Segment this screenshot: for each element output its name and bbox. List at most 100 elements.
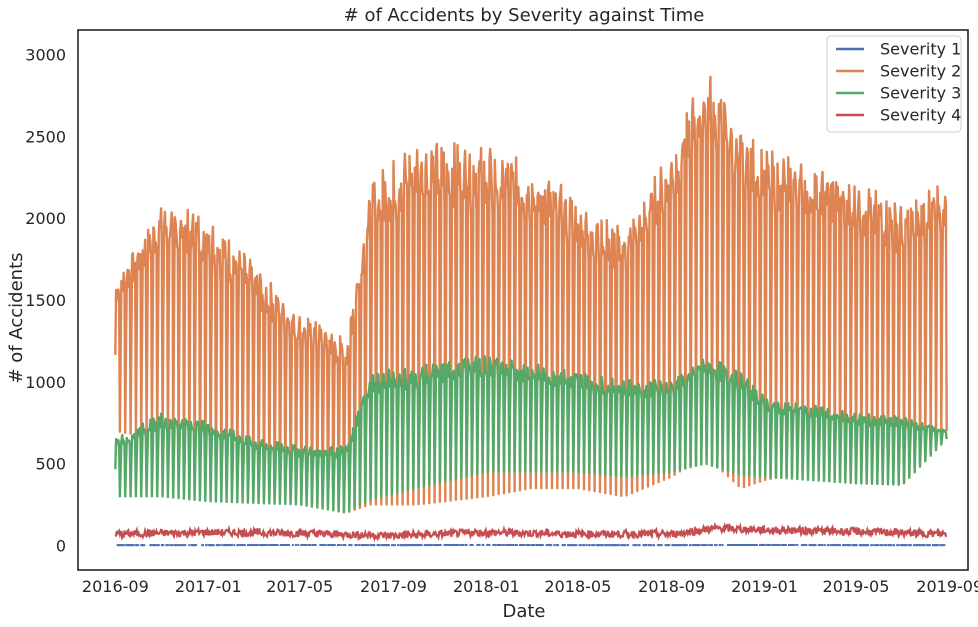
severity-1-point	[912, 544, 915, 547]
severity-1-point	[284, 543, 287, 546]
severity-1-point	[609, 544, 612, 547]
severity-1-point	[645, 544, 648, 547]
severity-1-point	[177, 544, 180, 547]
severity-1-point	[230, 544, 233, 547]
severity-1-point	[411, 544, 414, 547]
severity-1-point	[916, 544, 919, 547]
severity-1-point	[707, 544, 710, 547]
severity-1-point	[541, 544, 544, 547]
y-tick-label: 500	[35, 455, 66, 474]
severity-1-point	[445, 544, 448, 547]
severity-1-point	[314, 543, 317, 546]
severity-1-point	[508, 544, 511, 547]
severity-1-point	[460, 544, 463, 547]
severity-1-point	[455, 544, 458, 547]
severity-1-point	[627, 544, 630, 547]
severity-1-point	[925, 544, 928, 547]
severity-1-point	[879, 544, 882, 547]
severity-1-point	[563, 544, 566, 547]
severity-1-point	[531, 544, 534, 547]
severity-1-point	[752, 543, 755, 546]
severity-1-point	[605, 544, 608, 547]
severity-1-point	[765, 543, 768, 546]
severity-1-point	[135, 544, 138, 547]
severity-1-point	[465, 543, 468, 546]
severity-1-point	[131, 544, 134, 547]
severity-1-point	[530, 544, 533, 547]
severity-1-point	[486, 543, 489, 546]
severity-1-point	[680, 544, 683, 547]
severity-1-point	[448, 544, 451, 547]
severity-1-point	[169, 544, 172, 547]
severity-1-point	[297, 543, 300, 546]
severity-1-point	[155, 544, 158, 547]
severity-1-point	[835, 544, 838, 547]
severity-1-point	[740, 544, 743, 547]
severity-1-point	[502, 543, 505, 546]
severity-1-point	[750, 543, 753, 546]
severity-1-point	[569, 544, 572, 547]
severity-1-point	[890, 544, 893, 547]
legend-label: Severity 3	[880, 84, 961, 103]
severity-1-point	[499, 543, 502, 546]
severity-1-point	[573, 544, 576, 547]
severity-1-point	[227, 544, 230, 547]
series-line-1	[116, 543, 946, 547]
severity-1-point	[778, 543, 781, 546]
severity-1-point	[469, 543, 472, 546]
severity-1-point	[242, 544, 245, 547]
severity-1-point	[719, 544, 722, 547]
severity-1-point	[279, 543, 282, 546]
severity-1-point	[618, 544, 621, 547]
severity-1-point	[176, 544, 179, 547]
severity-1-point	[505, 543, 508, 546]
severity-1-point	[870, 544, 873, 547]
severity-1-point	[428, 544, 431, 547]
severity-1-point	[578, 544, 581, 547]
y-tick-label: 0	[56, 536, 66, 555]
severity-1-point	[373, 544, 376, 547]
severity-1-point	[849, 544, 852, 547]
x-tick-label: 2019-05	[823, 577, 890, 596]
legend-label: Severity 4	[880, 106, 961, 125]
severity-1-point	[419, 544, 422, 547]
severity-1-point	[656, 544, 659, 547]
severity-1-point	[217, 544, 220, 547]
severity-1-point	[660, 544, 663, 547]
severity-1-point	[739, 544, 742, 547]
severity-1-point	[550, 544, 553, 547]
severity-1-point	[429, 544, 432, 547]
severity-1-point	[881, 544, 884, 547]
severity-1-point	[829, 544, 832, 547]
severity-1-point	[671, 544, 674, 547]
severity-1-point	[137, 544, 140, 547]
severity-1-point	[590, 544, 593, 547]
severity-1-point	[264, 544, 267, 547]
severity-1-point	[192, 544, 195, 547]
severity-1-point	[476, 543, 479, 546]
severity-1-point	[621, 544, 624, 547]
severity-1-point	[437, 544, 440, 547]
severity-1-point	[653, 544, 656, 547]
severity-1-point	[579, 544, 582, 547]
severity-1-point	[143, 544, 146, 547]
severity-1-point	[598, 544, 601, 547]
y-tick-label: 1000	[25, 373, 66, 392]
severity-1-point	[774, 543, 777, 546]
severity-1-point	[132, 544, 135, 547]
severity-1-point	[364, 544, 367, 547]
plot-frame	[77, 29, 969, 571]
severity-1-point	[677, 544, 680, 547]
severity-1-point	[848, 544, 851, 547]
severity-1-point	[585, 544, 588, 547]
severity-1-point	[614, 544, 617, 547]
severity-1-point	[821, 544, 824, 547]
severity-1-point	[512, 544, 515, 547]
x-tick-label: 2018-09	[638, 577, 705, 596]
severity-1-point	[736, 544, 739, 547]
tick-layer: 2016-09 2017-01 2017-05 2017-09 2018-01 2018-…	[25, 46, 978, 596]
severity-1-point	[182, 544, 185, 547]
severity-1-point	[519, 544, 522, 547]
severity-1-point	[408, 544, 411, 547]
severity-1-point	[365, 544, 368, 547]
